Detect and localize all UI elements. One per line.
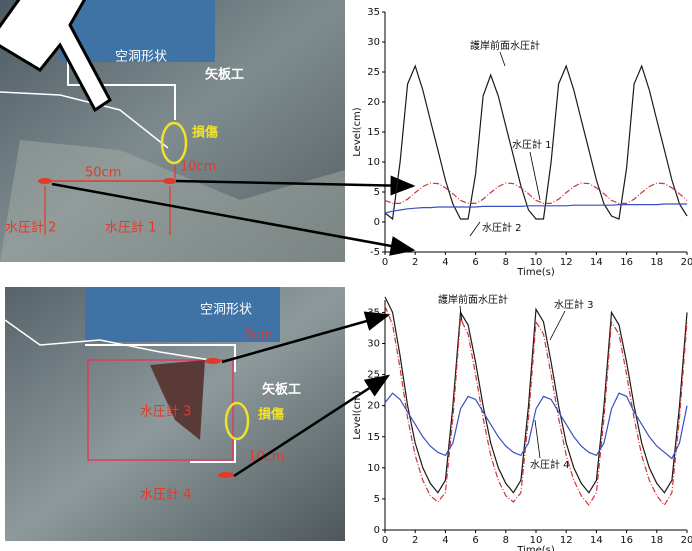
photo-bottom: 空洞形状 5cm 矢板工 損傷 水圧計 3 10cm 水圧計 4: [5, 287, 345, 541]
annotation-leader: [550, 311, 565, 340]
x-tick-label: 0: [382, 535, 388, 546]
photo-label: 50cm: [85, 166, 121, 181]
y-tick-label: 10: [367, 463, 380, 474]
y-tick-label: 25: [367, 67, 380, 78]
data-line: [385, 306, 687, 505]
y-tick-label: 0: [374, 217, 380, 228]
legend-label: 水圧計 4: [530, 458, 570, 471]
x-tick-label: 0: [382, 257, 388, 268]
x-tick-label: 8: [503, 535, 509, 546]
photo-label: 空洞形状: [200, 303, 252, 318]
y-tick-label: 5: [374, 187, 380, 198]
y-tick-label: 20: [367, 401, 380, 412]
x-tick-label: 18: [650, 257, 663, 268]
photo-label: 水圧計 4: [140, 487, 191, 503]
data-line: [385, 183, 687, 203]
photo-label: 水圧計 1: [105, 220, 156, 236]
x-tick-label: 4: [442, 257, 448, 268]
photo-label: 損傷: [258, 407, 284, 423]
y-tick-label: 30: [367, 37, 380, 48]
x-tick-label: 2: [412, 257, 418, 268]
x-tick-label: 12: [560, 535, 573, 546]
y-tick-label: 15: [367, 432, 380, 443]
y-tick-label: 25: [367, 370, 380, 381]
annotation-leader: [530, 152, 540, 200]
photo-label: 空洞形状: [115, 50, 167, 65]
y-tick-label: 5: [374, 494, 380, 505]
legend-label: 護岸前面水圧計: [470, 39, 540, 52]
x-tick-label: 8: [503, 257, 509, 268]
legend-label: 水圧計 1: [512, 138, 552, 151]
legend-label: 水圧計 2: [482, 221, 522, 234]
y-tick-label: -5: [370, 247, 380, 258]
x-tick-label: 16: [620, 257, 633, 268]
photo-label: 損傷: [192, 125, 218, 141]
x-tick-label: 12: [560, 257, 573, 268]
x-tick-label: 6: [472, 257, 478, 268]
x-axis-label: Time(s): [516, 545, 555, 551]
x-tick-label: 14: [590, 257, 603, 268]
y-tick-label: 35: [367, 307, 380, 318]
y-tick-label: 20: [367, 97, 380, 108]
y-axis-label: Level(cm): [352, 390, 363, 440]
legend-label: 水圧計 3: [554, 298, 594, 311]
photo-label: 矢板工: [262, 382, 301, 398]
x-tick-label: 18: [650, 535, 663, 546]
x-tick-label: 20: [681, 257, 692, 268]
x-tick-label: 6: [472, 535, 478, 546]
x-tick-label: 2: [412, 535, 418, 546]
annotation-leader: [535, 420, 540, 458]
y-axis-label: Level(cm): [352, 107, 363, 157]
annotation-leader: [470, 222, 480, 236]
x-tick-label: 4: [442, 535, 448, 546]
x-tick-label: 16: [620, 535, 633, 546]
y-tick-label: 0: [374, 525, 380, 536]
photo-label: 5cm: [245, 328, 273, 343]
photo-top: 空洞形状 矢板工 損傷 10cm 50cm 水圧計 2 水圧計 1: [0, 0, 345, 262]
y-tick-label: 30: [367, 339, 380, 350]
y-tick-label: 10: [367, 157, 380, 168]
photo-label: 水圧計 3: [140, 404, 191, 420]
y-tick-label: 35: [367, 7, 380, 18]
x-tick-label: 20: [681, 535, 692, 546]
photo-label: 矢板工: [205, 67, 244, 83]
x-axis-label: Time(s): [516, 267, 555, 278]
x-tick-label: 14: [590, 535, 603, 546]
legend-label: 護岸前面水圧計: [438, 293, 508, 306]
annotation-leader: [500, 52, 505, 66]
y-tick-label: 15: [367, 127, 380, 138]
photo-label: 10cm: [180, 160, 216, 175]
photo-label: 水圧計 2: [5, 220, 56, 236]
figure: 空洞形状 矢板工 損傷 10cm 50cm 水圧計 2 水圧計 1 空洞形状 5…: [0, 0, 692, 551]
data-line: [385, 204, 687, 213]
